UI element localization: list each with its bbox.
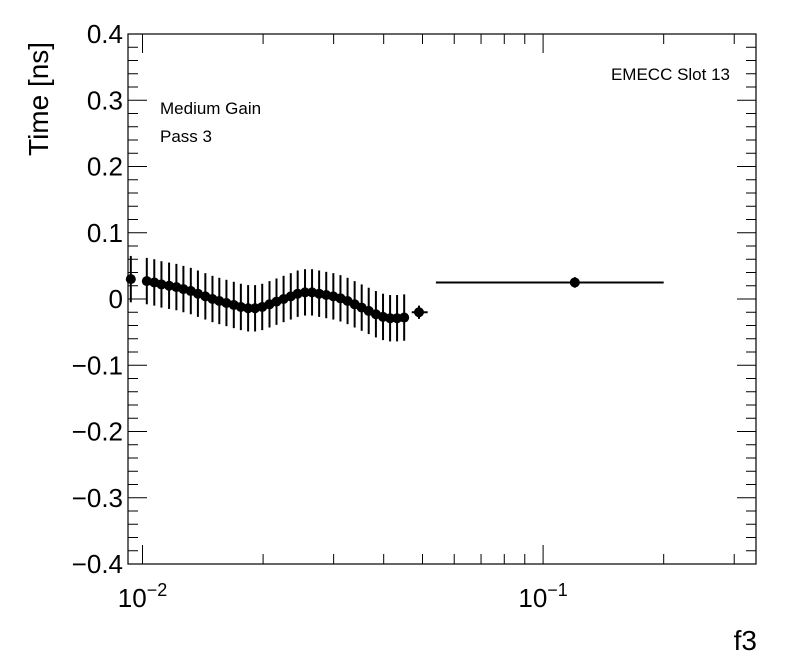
y-tick-label: 0.4 <box>87 19 123 49</box>
y-tick-label: 0.3 <box>87 85 123 115</box>
y-axis-title: Time [ns] <box>23 42 54 156</box>
data-point <box>300 269 311 316</box>
data-point <box>141 257 152 305</box>
data-point <box>411 305 428 319</box>
point-marker <box>300 287 311 298</box>
y-tick-label: 0.1 <box>87 218 123 248</box>
annotation-gain: Medium Gain <box>160 99 261 118</box>
annotation-pass: Pass 3 <box>160 127 212 146</box>
y-axis-tick-labels: 0.4 0.3 0.2 0.1 0 −0.1 −0.2 −0.3 −0.4 <box>72 19 123 579</box>
data-series <box>125 255 664 342</box>
x-tick-label: 10−1 <box>518 580 567 613</box>
y-axis-ticks <box>128 33 756 565</box>
data-point <box>435 277 664 288</box>
point-marker <box>413 307 424 318</box>
y-tick-label: 0 <box>109 284 123 314</box>
point-marker <box>125 274 136 285</box>
point-marker <box>385 313 396 324</box>
y-tick-label: −0.3 <box>72 483 123 513</box>
point-marker <box>399 312 410 323</box>
annotation-slot: EMECC Slot 13 <box>611 65 730 84</box>
x-axis-ticks <box>142 34 735 564</box>
data-point <box>243 285 254 332</box>
data-point <box>156 261 167 308</box>
y-tick-label: −0.1 <box>72 350 123 380</box>
y-tick-label: 0.2 <box>87 152 123 182</box>
y-tick-label: −0.4 <box>72 549 123 579</box>
point-marker <box>243 303 254 314</box>
x-tick-label: 10−2 <box>118 580 167 613</box>
point-marker <box>141 276 152 287</box>
x-axis-title: f3 <box>734 625 757 656</box>
x-axis-tick-labels: 10−2 10−1 <box>118 580 568 613</box>
data-point <box>385 295 396 342</box>
point-marker <box>156 279 167 290</box>
point-marker <box>569 277 580 288</box>
y-tick-label: −0.2 <box>72 417 123 447</box>
data-point <box>399 294 410 341</box>
data-point <box>125 255 136 303</box>
